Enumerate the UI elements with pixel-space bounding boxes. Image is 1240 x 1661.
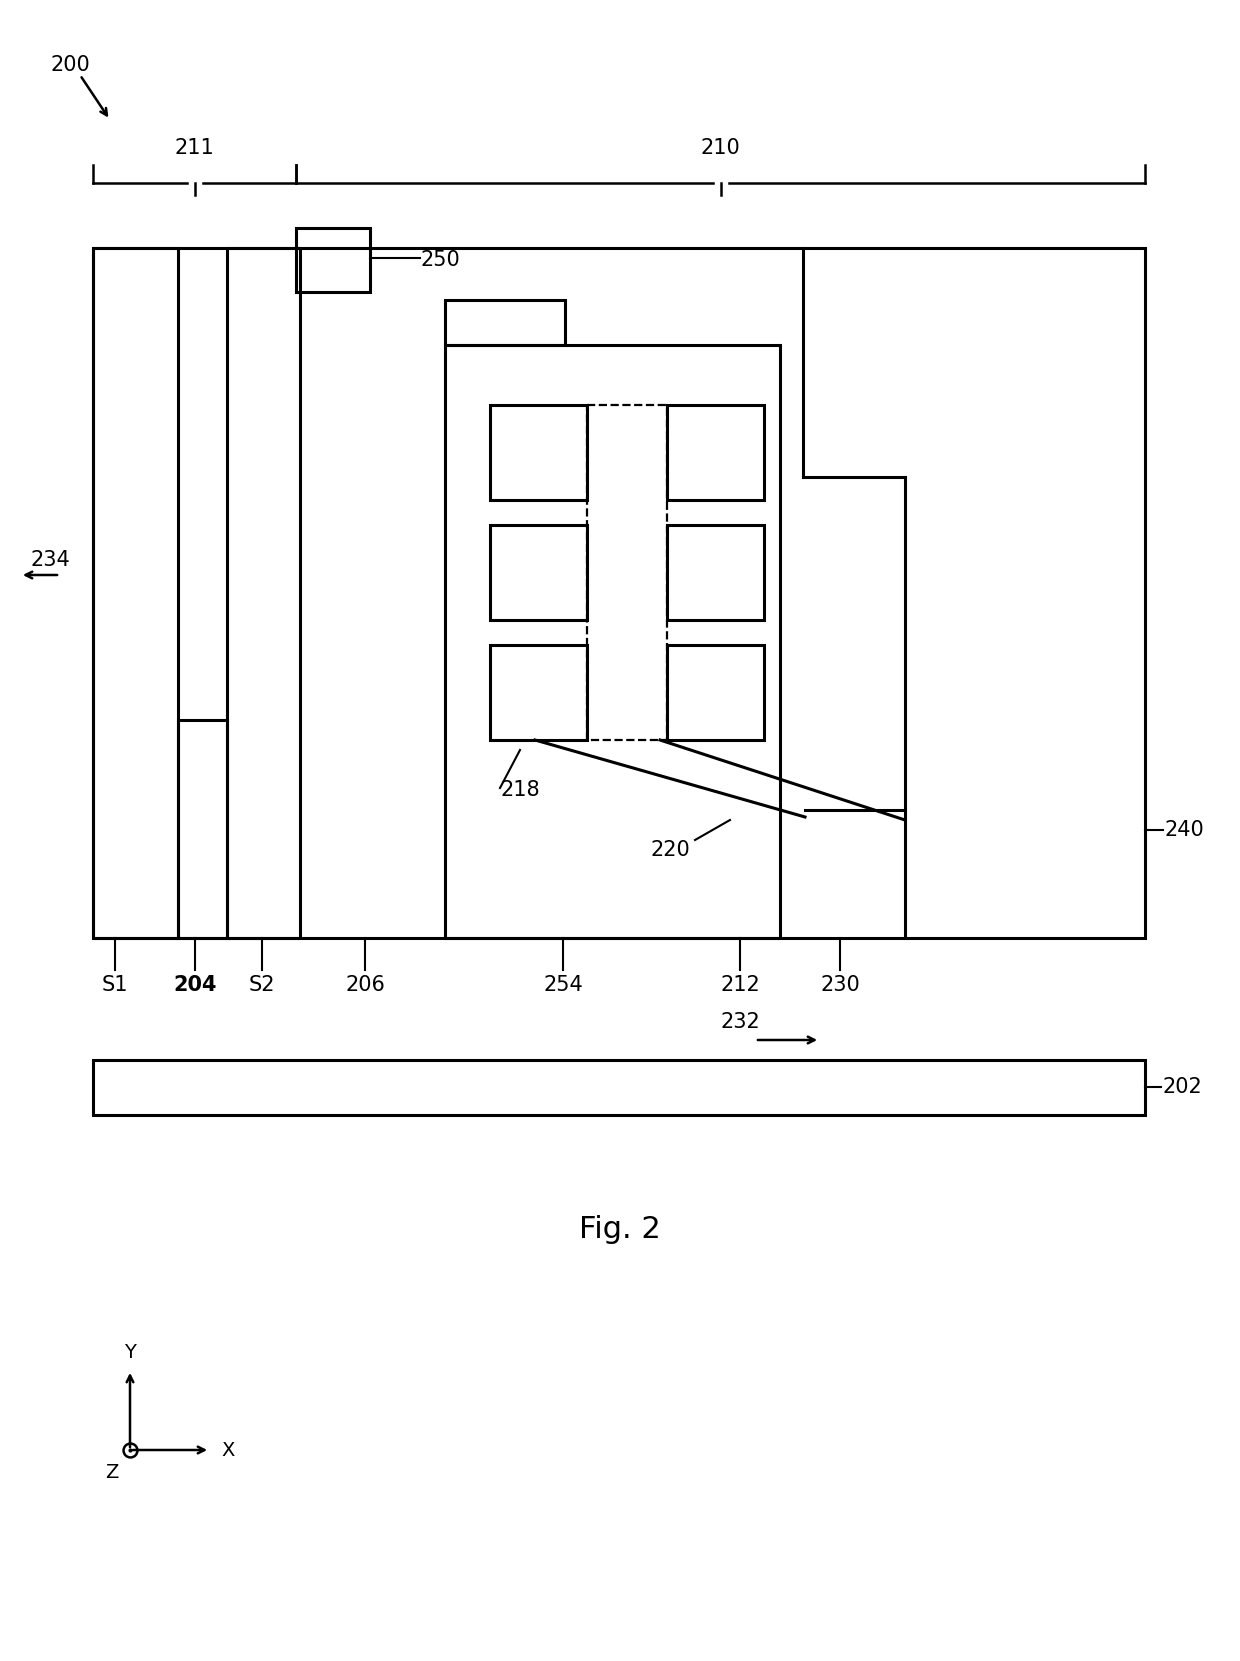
Text: Fig. 2: Fig. 2 — [579, 1216, 661, 1244]
Text: 254: 254 — [543, 975, 583, 995]
Text: 212: 212 — [720, 975, 760, 995]
Bar — [179, 719, 227, 938]
Text: 204: 204 — [174, 975, 217, 995]
Text: 220: 220 — [650, 840, 689, 860]
Bar — [667, 525, 764, 620]
Bar — [490, 644, 587, 741]
Text: Y: Y — [124, 1342, 136, 1362]
Bar — [227, 247, 300, 938]
Bar — [93, 247, 1145, 938]
Bar — [445, 301, 565, 345]
Bar — [490, 405, 587, 500]
Text: 218: 218 — [500, 781, 539, 801]
Text: 206: 206 — [345, 975, 384, 995]
Bar — [93, 247, 179, 938]
Text: S2: S2 — [249, 975, 275, 995]
Text: 232: 232 — [720, 1012, 760, 1031]
Text: 234: 234 — [30, 550, 69, 570]
Text: X: X — [221, 1440, 234, 1460]
Bar — [490, 525, 587, 620]
Text: 211: 211 — [175, 138, 215, 158]
Text: 240: 240 — [1166, 821, 1205, 840]
Text: 210: 210 — [701, 138, 740, 158]
Text: Z: Z — [105, 1462, 119, 1482]
Text: 230: 230 — [820, 975, 859, 995]
Bar — [667, 644, 764, 741]
Bar — [296, 228, 370, 292]
Bar — [445, 345, 780, 938]
Bar — [93, 1060, 1145, 1115]
Text: 250: 250 — [420, 251, 460, 271]
Text: S1: S1 — [102, 975, 128, 995]
Bar — [667, 405, 764, 500]
Bar — [587, 405, 667, 741]
Text: 202: 202 — [1163, 1076, 1203, 1096]
Text: 200: 200 — [50, 55, 89, 75]
